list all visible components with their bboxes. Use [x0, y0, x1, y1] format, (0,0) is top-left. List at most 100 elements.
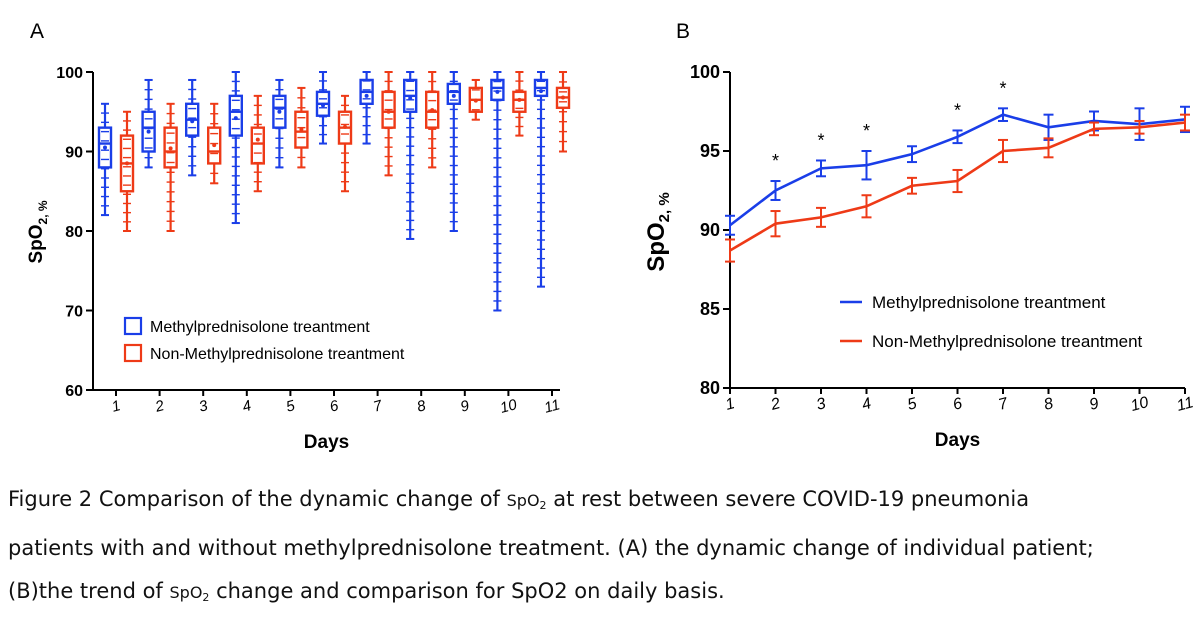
- series-line-mp: [729, 113, 1186, 227]
- x-tick-label: 8: [415, 397, 428, 416]
- mean-dot: [495, 89, 500, 94]
- mean-dot: [343, 124, 347, 129]
- x-tick-label: 11: [1175, 394, 1195, 415]
- mean-dot: [430, 108, 435, 113]
- x-tick-label: 3: [815, 395, 828, 414]
- x-tick-label: 8: [1042, 395, 1055, 414]
- x-tick-label: 3: [197, 397, 210, 416]
- box-mp-day-4: [228, 71, 244, 225]
- legend-label: Methylprednisolone treantment: [150, 319, 370, 336]
- mean-dot: [125, 161, 129, 166]
- box-nonmp-day-5: [294, 86, 309, 169]
- mean-dot: [233, 116, 238, 121]
- caption-spo: SpO2: [506, 491, 547, 512]
- mean-dot: [408, 96, 413, 101]
- y-tick-label: 70: [65, 304, 83, 321]
- box-body: [250, 126, 266, 165]
- caption-text: Figure 2 Comparison of the dynamic chang…: [8, 487, 507, 511]
- box-nonmp-day-3: [206, 102, 222, 185]
- legend-label: Non-Methylprednisolone treantment: [872, 332, 1143, 351]
- y-tick-label: 60: [65, 383, 83, 400]
- box-nonmp-day-4: [250, 94, 266, 193]
- x-tick-label: 1: [110, 397, 122, 416]
- x-tick-label: 7: [371, 397, 384, 416]
- mean-dot: [277, 109, 282, 114]
- legend-swatch: [123, 316, 143, 336]
- caption-text: at rest between severe COVID-19 pneumoni…: [546, 487, 1030, 511]
- line-chart-b: 80 85 90 95 100 1 2 3 4 5 6 7 8 9 10 11 Days SpO2, % * * * * *…: [643, 62, 1195, 451]
- legend-label: Non-Methylprednisolone treantment: [150, 346, 405, 363]
- y-tick-label: 100: [56, 65, 83, 82]
- x-tick-label: 9: [1088, 395, 1101, 414]
- series-line-nonmp: [729, 121, 1186, 252]
- box-mp-day-1: [97, 102, 113, 217]
- panel-label-b: B: [676, 20, 690, 43]
- significance-marker: *: [863, 121, 870, 141]
- x-axis-label: Days: [935, 430, 980, 451]
- box-nonmp-day-1: [119, 110, 135, 232]
- box-nonmp-day-11: [555, 71, 571, 153]
- box-mp-day-9: [446, 71, 461, 232]
- x-tick-label: 10: [1129, 394, 1151, 415]
- x-tick-label: 6: [951, 395, 964, 414]
- box-mp-day-5: [272, 78, 287, 169]
- x-axis-label: Days: [304, 432, 349, 453]
- y-tick-label: 95: [700, 141, 720, 161]
- y-axis-label-sub: 2, %: [656, 192, 673, 222]
- mean-dot: [561, 95, 565, 100]
- box-nonmp-day-2: [163, 102, 178, 232]
- x-tick-label: 2: [768, 395, 782, 414]
- y-axis-label: SpO2, %: [26, 200, 50, 263]
- x-tick-label: 5: [284, 397, 297, 416]
- y-tick-label: 80: [65, 224, 83, 241]
- y-axis-label-main: SpO: [26, 224, 47, 263]
- y-tick-label: 85: [700, 299, 720, 319]
- mean-dot: [364, 93, 369, 98]
- mean-dot: [190, 119, 195, 124]
- y-tick-label: 90: [700, 220, 720, 240]
- caption-spo-text: SpO: [506, 491, 540, 510]
- y-axis-label-main: SpO: [643, 222, 670, 271]
- mean-dot: [473, 98, 478, 103]
- caption-spo-text: SpO: [169, 583, 203, 602]
- y-tick-label: 80: [700, 378, 720, 398]
- mean-dot: [212, 143, 217, 148]
- box-mp-day-10: [490, 71, 505, 312]
- significance-marker: *: [772, 151, 779, 171]
- y-tick-label: 100: [690, 62, 720, 82]
- caption-text: change and comparison for SpO2 on daily …: [209, 579, 725, 603]
- x-tick-label: 4: [241, 397, 253, 416]
- mean-dot: [517, 97, 522, 102]
- caption-spo-sub: 2: [202, 591, 210, 604]
- box-mp-day-7: [359, 71, 374, 145]
- box-nonmp-day-7: [381, 71, 396, 177]
- y-axis-label: SpO2, %: [643, 192, 673, 271]
- box-nonmp-day-10: [512, 71, 527, 137]
- mean-dot: [255, 137, 260, 142]
- box-nonmp-day-9: [468, 78, 483, 121]
- mean-dot: [299, 127, 304, 132]
- box-mp-day-3: [184, 78, 200, 177]
- significance-marker: *: [954, 100, 961, 120]
- x-tick-label: 10: [498, 396, 519, 417]
- box-mp-day-6: [315, 71, 331, 145]
- legend-label: Methylprednisolone treantment: [872, 293, 1106, 312]
- mean-dot: [451, 93, 456, 98]
- y-tick-label: 90: [65, 145, 83, 162]
- x-tick-label: 7: [997, 395, 1011, 414]
- caption-line-2: patients with and without methylpredniso…: [8, 536, 1094, 560]
- y-axis-label-sub: 2, %: [36, 200, 50, 224]
- mean-dot: [321, 103, 325, 108]
- mean-dot: [168, 146, 173, 151]
- caption-text: (B)the trend of: [8, 579, 170, 603]
- x-tick-label: 9: [459, 397, 472, 416]
- box-mp-day-8: [403, 71, 418, 240]
- x-tick-label: 2: [153, 397, 167, 416]
- significance-marker: *: [817, 130, 824, 150]
- x-tick-label: 4: [860, 395, 873, 414]
- box-nonmp-day-8: [425, 71, 440, 169]
- x-tick-label: 6: [328, 397, 341, 416]
- mean-dot: [386, 109, 391, 114]
- x-tick-label: 5: [906, 395, 919, 414]
